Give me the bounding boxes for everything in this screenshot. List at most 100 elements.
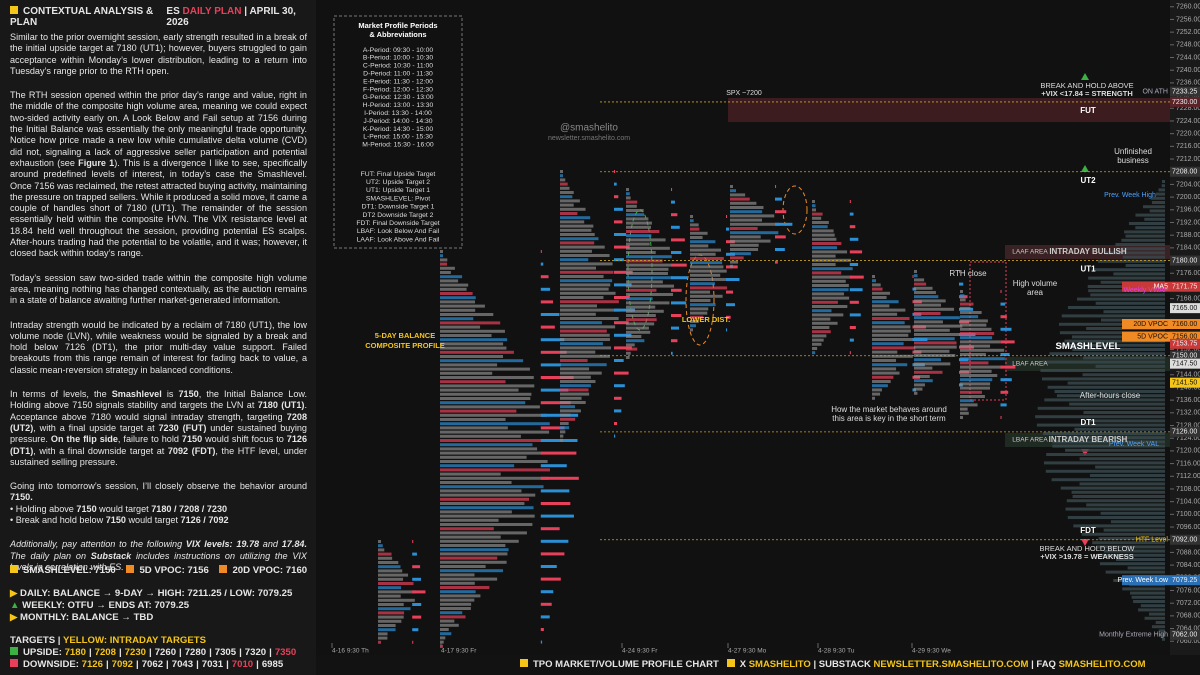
tpo-row [730, 248, 759, 251]
tpo-row [626, 238, 666, 242]
tpo-row [812, 288, 849, 292]
text: In terms of levels, the [10, 389, 112, 400]
text: Additionally, pay attention to the follo… [10, 539, 186, 550]
tpo-row [1121, 238, 1165, 242]
tpo-row [914, 366, 933, 370]
annotation: How the market behaves around [831, 405, 947, 414]
tpo-row [378, 552, 392, 556]
tpo-row [560, 359, 588, 362]
y-tick-label: 7100.00 [1176, 511, 1200, 518]
volume-row [412, 603, 422, 606]
volume-row [671, 326, 680, 330]
volume-row [540, 275, 549, 279]
tpo-row [560, 195, 573, 199]
sep: | [226, 659, 229, 670]
tpo-row [440, 329, 505, 333]
tpo-row [1131, 595, 1165, 599]
tpo-row [560, 422, 569, 425]
annotation: COMPOSITE PROFILE [365, 341, 445, 350]
annotation: INTRADAY BEARISH [1049, 435, 1128, 444]
tpo-row [812, 221, 829, 224]
text: Intraday strength would be indicated by … [10, 319, 307, 375]
tpo-row [1103, 310, 1165, 314]
tpo-row [378, 556, 393, 560]
tpo-row [378, 636, 388, 640]
tpo-row [440, 409, 517, 413]
period: M-Period: 15:30 - 16:00 [362, 142, 434, 149]
target: 7208 [94, 647, 116, 658]
tpo-row [440, 392, 532, 396]
tpo-row [440, 317, 474, 321]
tpo-row [1047, 385, 1165, 389]
tpo-row [812, 296, 850, 300]
tpo-row [440, 531, 527, 535]
tpo-row [960, 319, 988, 323]
price-tag-label: 7233.25 [1172, 88, 1197, 95]
tpo-row [626, 246, 670, 250]
tpo-row [690, 303, 716, 307]
volume-row [614, 182, 617, 186]
text: Similar to the prior overnight session, … [10, 32, 307, 76]
tpo-row [1083, 411, 1165, 414]
bold-text: Substack [90, 550, 132, 561]
tpo-row [440, 481, 512, 484]
sep: | [88, 647, 92, 658]
tpo-row [440, 598, 475, 602]
volume-row [614, 220, 623, 224]
tpo-row [626, 330, 651, 334]
tpo-row [626, 322, 655, 326]
tpo-row [914, 324, 963, 328]
footer-faq: FAQ [1036, 659, 1056, 670]
tpo-row [626, 234, 652, 238]
tpo-row [872, 312, 898, 316]
y-tick-label: 7068.00 [1176, 613, 1200, 620]
tpo-row [626, 213, 645, 217]
tpo-row [1072, 348, 1165, 351]
tpo-row [1144, 217, 1165, 221]
summary: SMASHLEVEL: 7150 5D VPOC: 7156 20D VPOC:… [10, 565, 310, 671]
tpo-row [626, 272, 668, 275]
tpo-row [1049, 352, 1165, 356]
tag-name: Monthly Extreme High [1099, 632, 1168, 639]
tpo-row [812, 347, 818, 350]
volume-row [614, 333, 632, 337]
period: H-Period: 13:00 - 13:30 [363, 102, 434, 109]
footer-handle[interactable]: SMASHELITO [748, 659, 811, 670]
volume-row [614, 233, 627, 236]
bold-text: 7208 (UT2) [10, 411, 307, 433]
period: I-Period: 13:30 - 14:00 [364, 110, 432, 117]
targets-title: TARGETS [10, 635, 56, 646]
footer-site[interactable]: SMASHELITO.COM [1058, 659, 1146, 670]
tpo-row [1045, 469, 1165, 473]
tpo-row [378, 632, 388, 636]
tpo-row [440, 363, 498, 367]
tpo-row [1072, 495, 1165, 498]
volume-row [726, 328, 728, 332]
tpo-row [872, 333, 909, 337]
tpo-row [440, 640, 444, 644]
price-tag [1170, 426, 1200, 437]
tpo-row [440, 262, 448, 266]
tpo-row [730, 256, 744, 260]
footer-newsletter[interactable]: NEWSLETTER.SMASHELITO.COM [873, 659, 1029, 670]
tpo-row [812, 305, 848, 308]
tpo-row [690, 265, 724, 269]
y-tick-label: 7060.00 [1176, 638, 1200, 645]
tpo-row [440, 556, 498, 560]
y-tick-label: 7212.00 [1176, 156, 1200, 163]
target: 7350 [274, 647, 297, 658]
tpo-row [378, 582, 414, 585]
downside-label: DOWNSIDE: [23, 659, 79, 670]
tpo-row [626, 356, 630, 359]
sep: | [209, 647, 212, 658]
volume-row [540, 363, 561, 367]
tpo-row [960, 344, 991, 348]
tpo-row [378, 540, 381, 543]
tpo-row [560, 413, 571, 417]
tpo-row [440, 619, 455, 623]
tpo-row [812, 330, 831, 334]
abbreviation: FUT: Final Upside Target [361, 171, 436, 178]
tpo-row [730, 239, 771, 243]
tpo-row [560, 304, 597, 308]
target: 7010 [231, 659, 254, 670]
